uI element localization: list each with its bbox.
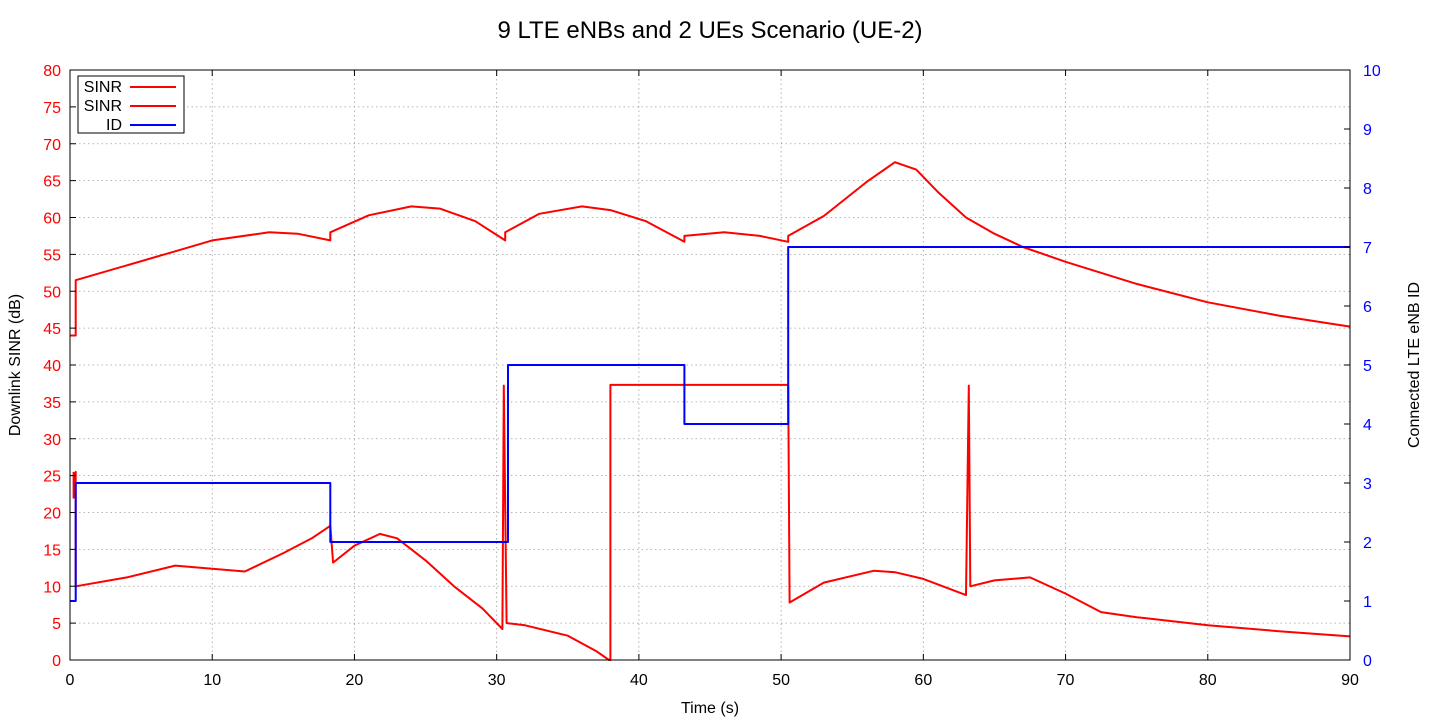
y2-tick-label: 6 (1363, 299, 1372, 316)
y-tick-label: 50 (43, 284, 61, 301)
y-tick-label: 80 (43, 63, 61, 80)
x-tick-label: 20 (346, 672, 364, 689)
x-tick-label: 90 (1341, 672, 1359, 689)
y-axis-label: Downlink SINR (dB) (7, 294, 24, 436)
y-tick-label: 30 (43, 432, 61, 449)
y2-axis-label: Connected LTE eNB ID (1406, 282, 1423, 448)
x-tick-label: 30 (488, 672, 506, 689)
y2-tick-label: 2 (1363, 535, 1372, 552)
y-tick-label: 65 (43, 174, 61, 191)
y2-tick-label: 8 (1363, 181, 1372, 198)
y-tick-label: 45 (43, 321, 61, 338)
y2-tick-label: 9 (1363, 122, 1372, 139)
x-tick-label: 60 (914, 672, 932, 689)
y-tick-label: 5 (52, 616, 61, 633)
grid (70, 70, 1350, 660)
x-tick-label: 70 (1057, 672, 1075, 689)
y-tick-label: 15 (43, 542, 61, 559)
x-tick-label: 50 (772, 672, 790, 689)
legend-label: SINR (84, 79, 122, 96)
y-tick-label: 10 (43, 579, 61, 596)
legend: SINR SINR ID (77, 75, 185, 134)
legend-label: SINR (84, 98, 122, 115)
y2-tick-label: 3 (1363, 476, 1372, 493)
y2-tick-label: 10 (1363, 63, 1381, 80)
legend-box (77, 75, 185, 134)
y-tick-label: 25 (43, 469, 61, 486)
y-tick-label: 0 (52, 653, 61, 670)
ticks: 0 10 20 30 40 50 60 70 80 90051015202530354045505… (43, 63, 1381, 689)
series-line-1 (70, 161, 1351, 337)
series-line-3 (70, 246, 1350, 602)
y-tick-label: 55 (43, 247, 61, 264)
y2-tick-label: 7 (1363, 240, 1372, 257)
y-tick-label: 35 (43, 395, 61, 412)
y-tick-label: 60 (43, 211, 61, 228)
y-tick-label: 20 (43, 506, 61, 523)
x-tick-label: 40 (630, 672, 648, 689)
legend-label: ID (106, 117, 122, 134)
y-tick-label: 70 (43, 137, 61, 154)
y-tick-label: 40 (43, 358, 61, 375)
chart-title: 9 LTE eNBs and 2 UEs Scenario (UE-2) (497, 17, 922, 44)
x-axis-label: Time (s) (681, 700, 739, 717)
x-tick-label: 80 (1199, 672, 1217, 689)
y2-tick-label: 1 (1363, 594, 1372, 611)
y2-tick-label: 5 (1363, 358, 1372, 375)
x-tick-label: 0 (66, 672, 75, 689)
series-layer (70, 161, 1351, 661)
x-tick-label: 10 (203, 672, 221, 689)
series-line-2 (72, 383, 1351, 661)
y2-tick-label: 0 (1363, 653, 1372, 670)
y-tick-label: 75 (43, 100, 61, 117)
y2-tick-label: 4 (1363, 417, 1372, 434)
